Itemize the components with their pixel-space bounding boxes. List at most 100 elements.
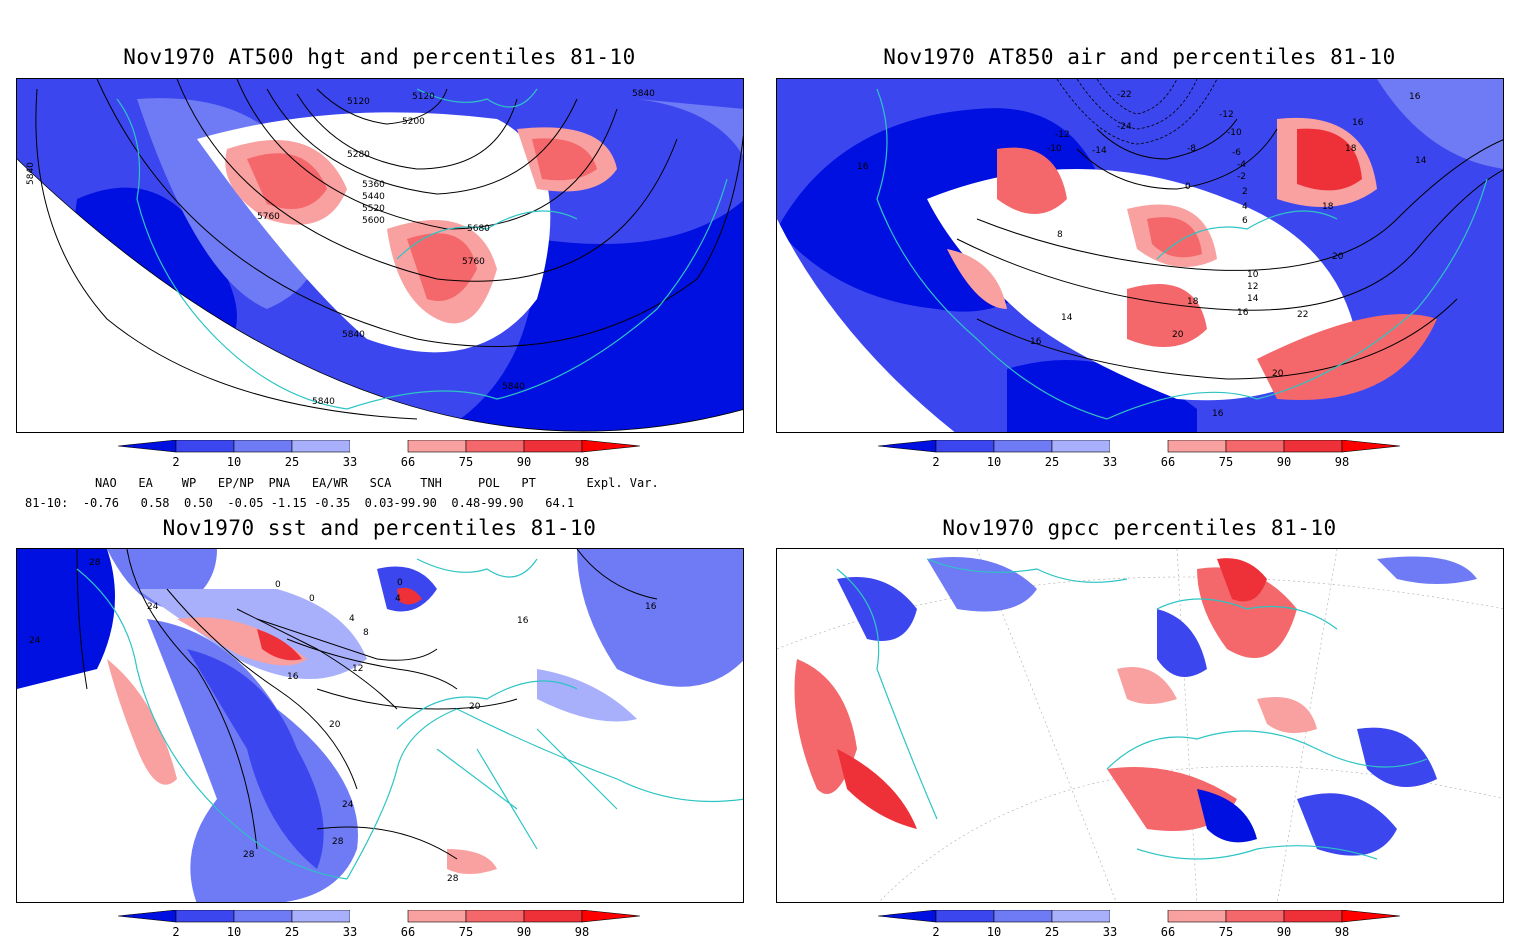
- svg-text:-8: -8: [1187, 144, 1196, 154]
- svg-text:28: 28: [447, 874, 459, 884]
- colorbar-label: 98: [1335, 455, 1349, 469]
- svg-text:16: 16: [1409, 92, 1421, 102]
- colorbar-swatch: [523, 909, 583, 923]
- colorbar-label: 98: [575, 925, 589, 939]
- svg-text:5200: 5200: [402, 117, 425, 127]
- svg-text:4: 4: [395, 594, 401, 604]
- colorbar-label: 90: [517, 925, 531, 939]
- colorbar-swatch: [877, 909, 937, 923]
- colorbar-swatch: [350, 910, 408, 922]
- colorbar-swatch: [1051, 439, 1111, 453]
- colorbar-label: 66: [401, 925, 415, 939]
- svg-text:16: 16: [287, 672, 299, 682]
- svg-text:-22: -22: [1117, 90, 1132, 100]
- svg-text:14: 14: [1415, 156, 1427, 166]
- svg-text:20: 20: [1332, 252, 1344, 262]
- colorbar-label: 2: [932, 925, 939, 939]
- colorbar-label: 66: [1161, 455, 1175, 469]
- colorbar-label: 10: [987, 925, 1001, 939]
- colorbar-swatch: [581, 439, 641, 453]
- colorbar-label: 33: [1103, 455, 1117, 469]
- colorbar-swatch: [935, 909, 995, 923]
- svg-text:24: 24: [29, 636, 41, 646]
- colorbar-air: 2 10 25 33 66 75 90 98: [877, 439, 1403, 470]
- svg-text:10: 10: [1247, 270, 1259, 280]
- map-panel-air: -22 -24 -12 -10 -14 -12 -10 -8 -6 -4 -2 …: [776, 78, 1504, 433]
- svg-text:16: 16: [645, 602, 657, 612]
- colorbar-swatch: [175, 439, 235, 453]
- svg-text:8: 8: [1057, 230, 1063, 240]
- svg-text:5600: 5600: [362, 216, 385, 226]
- colorbar-label: 98: [1335, 925, 1349, 939]
- svg-text:20: 20: [1172, 330, 1184, 340]
- map-gpcc: [777, 549, 1503, 902]
- svg-text:24: 24: [147, 602, 159, 612]
- colorbar-svg: 2 10 25 33 66 75 90 98: [117, 909, 641, 939]
- svg-text:16: 16: [1237, 308, 1249, 318]
- svg-text:28: 28: [243, 850, 255, 860]
- svg-text:-12: -12: [1219, 110, 1234, 120]
- colorbar-label: 33: [343, 455, 357, 469]
- colorbar-label: 90: [1277, 455, 1291, 469]
- panel-title-air: Nov1970 AT850 air and percentiles 81-10: [883, 45, 1396, 69]
- colorbar-swatch: [407, 439, 467, 453]
- colorbar-swatch: [1110, 910, 1168, 922]
- colorbar-swatch: [523, 439, 583, 453]
- colorbar-swatch: [1341, 909, 1401, 923]
- panel-title-sst: Nov1970 sst and percentiles 81-10: [162, 516, 597, 540]
- svg-text:16: 16: [517, 616, 529, 626]
- svg-text:-14: -14: [1092, 146, 1107, 156]
- colorbar-label: 90: [517, 455, 531, 469]
- colorbar-label: 25: [285, 925, 299, 939]
- colorbar-svg: 2 10 25 33 66 75 90 98: [117, 439, 641, 469]
- colorbar-swatch: [407, 909, 467, 923]
- colorbar-sst: 2 10 25 33 66 75 90 98: [117, 909, 643, 940]
- colorbar-swatch: [1341, 439, 1401, 453]
- svg-text:18: 18: [1345, 144, 1357, 154]
- svg-text:28: 28: [89, 558, 101, 568]
- colorbar-label: 2: [172, 925, 179, 939]
- panel-title-gpcc: Nov1970 gpcc percentiles 81-10: [942, 516, 1337, 540]
- colorbar-swatch: [465, 439, 525, 453]
- svg-text:14: 14: [1247, 294, 1259, 304]
- colorbar-label: 25: [285, 455, 299, 469]
- svg-text:14: 14: [1061, 313, 1073, 323]
- colorbar-hgt: 2 10 25 33 66 75 90 98: [117, 439, 643, 470]
- svg-text:0: 0: [1185, 182, 1191, 192]
- colorbar-gpcc: 2 10 25 33 66 75 90 98: [877, 909, 1403, 940]
- colorbar-swatch: [1167, 439, 1227, 453]
- svg-text:5760: 5760: [257, 212, 280, 222]
- svg-text:22: 22: [1297, 310, 1308, 320]
- svg-text:5360: 5360: [362, 180, 385, 190]
- svg-text:-24: -24: [1117, 122, 1132, 132]
- svg-text:24: 24: [342, 800, 354, 810]
- index-values: 81-10: -0.76 0.58 0.50 -0.05 -1.15 -0.35…: [25, 496, 575, 510]
- colorbar-label: 2: [932, 455, 939, 469]
- colorbar-label: 10: [987, 455, 1001, 469]
- colorbar-label: 66: [1161, 925, 1175, 939]
- svg-text:5120: 5120: [347, 97, 370, 107]
- svg-text:12: 12: [1247, 282, 1258, 292]
- panel-title-hgt: Nov1970 AT500 hgt and percentiles 81-10: [123, 45, 636, 69]
- colorbar-label: 10: [227, 925, 241, 939]
- colorbar-swatch: [1167, 909, 1227, 923]
- colorbar-label: 98: [575, 455, 589, 469]
- colorbar-swatch: [993, 909, 1053, 923]
- colorbar-label: 10: [227, 455, 241, 469]
- colorbar-swatch: [1225, 909, 1285, 923]
- svg-text:2: 2: [1242, 187, 1248, 197]
- map-hgt: 5120 5120 5200 5280 5360 5440 5520 5600 …: [17, 79, 743, 432]
- index-headers: NAO EA WP EP/NP PNA EA/WR SCA TNH POL PT…: [95, 476, 659, 490]
- colorbar-label: 90: [1277, 925, 1291, 939]
- map-panel-sst: 28 24 24 0 0 0 4 4 8 12 16 20 20 24 28 2…: [16, 548, 744, 903]
- colorbar-swatch: [291, 439, 351, 453]
- svg-text:-10: -10: [1047, 144, 1062, 154]
- svg-text:16: 16: [1030, 337, 1042, 347]
- svg-text:5840: 5840: [312, 397, 335, 407]
- colorbar-swatch: [581, 909, 641, 923]
- colorbar-label: 25: [1045, 925, 1059, 939]
- colorbar-swatch: [877, 439, 937, 453]
- svg-text:20: 20: [469, 702, 481, 712]
- colorbar-label: 75: [1219, 925, 1233, 939]
- svg-text:-10: -10: [1227, 128, 1242, 138]
